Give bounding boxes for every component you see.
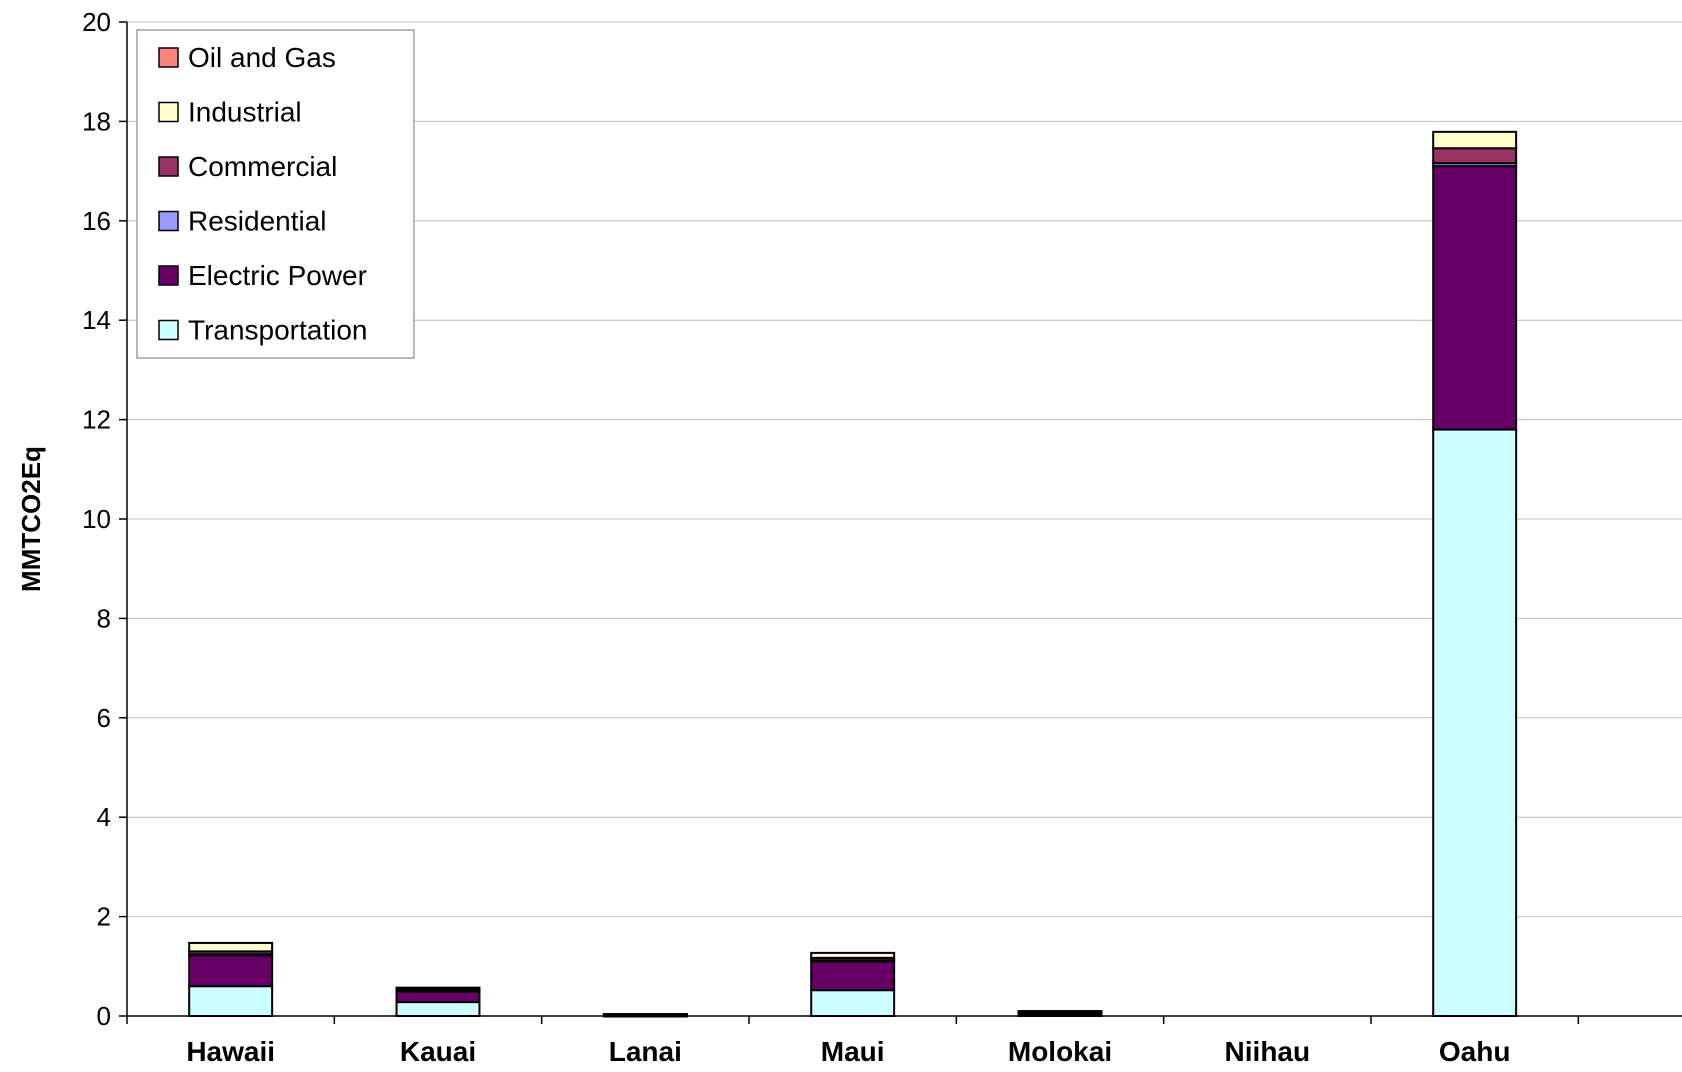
bar-segment: [1432, 130, 1518, 150]
bar-segment: [810, 989, 896, 1018]
legend-label: Oil and Gas: [188, 42, 336, 73]
legend-swatch: [158, 101, 179, 123]
x-tick-label: Hawaii: [186, 1036, 275, 1067]
y-tick-label: 10: [82, 504, 111, 534]
bar-segment: [810, 960, 896, 992]
x-tick-label: Lanai: [609, 1036, 682, 1067]
x-tick-label: Oahu: [1439, 1036, 1511, 1067]
y-tick-label: 0: [97, 1001, 111, 1031]
y-tick-label: 12: [82, 405, 111, 435]
bar-segment: [1432, 428, 1518, 1018]
y-axis-title: MMTCO2Eq: [16, 446, 46, 592]
bar-segment: [602, 1013, 688, 1017]
bar-segment: [188, 985, 274, 1017]
x-tick-label: Kauai: [400, 1036, 476, 1067]
bar-segment: [810, 951, 896, 959]
y-tick-label: 20: [82, 7, 111, 37]
legend-swatch: [158, 47, 179, 68]
y-tick-label: 8: [97, 603, 111, 633]
bar-segment: [1017, 1010, 1103, 1014]
legend-label: Electric Power: [188, 260, 367, 291]
legend-label: Industrial: [188, 97, 302, 128]
legend-label: Transportation: [188, 315, 368, 346]
bar-segment: [188, 954, 274, 988]
axes: [126, 22, 1682, 1024]
legend-box: [136, 29, 415, 359]
x-axis-labels: Hawaii Kauai Lanai Maui Molokai Niihau Oahu: [186, 1036, 1510, 1067]
y-tick-label: 2: [97, 902, 111, 932]
x-tick-label: Molokai: [1008, 1036, 1112, 1067]
y-tick-label: 18: [82, 106, 111, 136]
legend-label: Residential: [188, 206, 327, 237]
x-tick-label: Maui: [821, 1036, 885, 1067]
legend-swatch: [158, 210, 179, 232]
y-tick-label: 6: [97, 703, 111, 733]
x-tick-label: Niihau: [1225, 1036, 1311, 1067]
bar-segment: [188, 941, 274, 953]
bar-segment: [1432, 147, 1518, 165]
legend-swatch: [158, 156, 179, 177]
bars: [188, 130, 1518, 1018]
legend-swatch: [158, 265, 179, 286]
bar-segment: [395, 986, 481, 991]
y-tick-label: 16: [82, 206, 111, 236]
bar-segment: [395, 1001, 481, 1017]
y-tick-label: 4: [97, 802, 111, 832]
legend-label: Commercial: [188, 151, 337, 182]
y-tick-label: 14: [82, 305, 111, 335]
legend: Oil and Gas Industrial Commercial Residenti…: [136, 29, 415, 359]
bar-segment: [1432, 165, 1518, 431]
y-axis-ticks: 0 2 4 6 8 10 12 14 16 18 20: [82, 7, 127, 1031]
bar-segment: [395, 990, 481, 1004]
legend-swatch: [158, 319, 179, 341]
